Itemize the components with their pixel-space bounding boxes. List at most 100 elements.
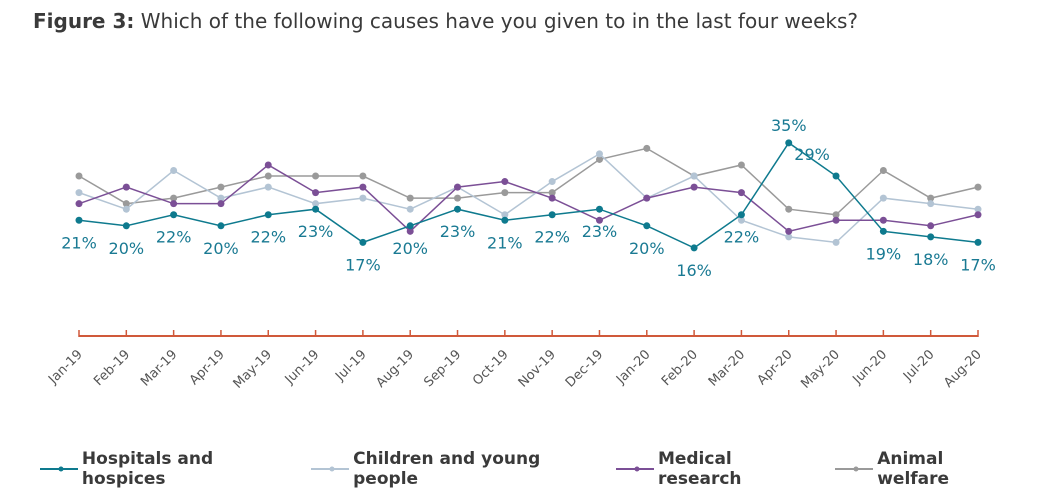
- x-tick-label: Apr-20: [755, 347, 796, 388]
- data-label: 29%: [794, 145, 830, 164]
- x-tick-label: Jan-19: [45, 347, 86, 388]
- data-point: [312, 200, 320, 208]
- x-tick-label: May-19: [231, 347, 275, 391]
- data-point: [879, 194, 887, 202]
- data-point: [122, 183, 130, 191]
- data-point: [359, 172, 367, 180]
- data-point: [312, 172, 320, 180]
- legend-label: Hospitals and hospices: [81, 449, 214, 489]
- legend-item-animal[interactable]: Animal welfare: [835, 449, 1007, 489]
- data-point: [690, 172, 698, 180]
- data-point: [785, 139, 793, 147]
- data-point: [75, 216, 83, 224]
- data-point: [832, 216, 840, 224]
- data-point: [832, 172, 840, 180]
- data-point: [974, 211, 982, 219]
- data-point: [122, 200, 130, 208]
- legend-marker-children: [311, 466, 350, 472]
- data-point: [501, 211, 509, 219]
- data-point: [879, 167, 887, 174]
- line-chart: Jan-19 Feb-19 Mar-19 Apr-19 May-19 Jun-19 Jul-…: [45, 116, 996, 392]
- data-label: 35%: [771, 116, 807, 135]
- legend-item-hospitals[interactable]: Hospitals and hospices: [40, 449, 281, 489]
- data-point: [217, 183, 225, 191]
- x-tick-label: Aug-19: [373, 347, 417, 391]
- data-point: [927, 233, 935, 241]
- series-line-hospitals-and-hospices: [78, 141, 979, 249]
- data-point: [406, 194, 414, 202]
- x-tick-label: Feb-19: [91, 347, 133, 389]
- data-label: 18%: [913, 250, 949, 269]
- data-point: [217, 200, 225, 208]
- data-point: [264, 172, 272, 180]
- x-tick-label: Jul-19: [332, 347, 369, 384]
- legend-item-children[interactable]: Children and young people: [311, 449, 586, 489]
- data-point: [595, 155, 603, 163]
- data-point: [927, 194, 935, 202]
- data-point: [690, 183, 698, 191]
- series-line-medical-research: [78, 164, 979, 233]
- x-tick-label: Sep-19: [421, 347, 464, 390]
- data-point: [643, 222, 651, 230]
- data-point: [170, 167, 178, 174]
- data-point: [359, 183, 367, 191]
- legend-label: Children and young people: [353, 449, 541, 489]
- data-label: 22%: [534, 228, 570, 247]
- data-label: 23%: [582, 222, 618, 241]
- x-tick-label: Oct-19: [470, 347, 512, 389]
- data-label: 21%: [487, 233, 523, 252]
- data-point: [170, 200, 178, 208]
- data-point: [122, 205, 130, 213]
- data-point: [170, 211, 178, 219]
- x-tick-label: May-20: [798, 347, 842, 391]
- data-point: [927, 200, 935, 208]
- data-label: 20%: [392, 239, 428, 258]
- data-point: [879, 227, 887, 235]
- x-tick-label: Aug-20: [941, 347, 985, 391]
- data-point: [974, 238, 982, 246]
- legend-marker-medical: [616, 466, 654, 472]
- x-tick-label: Mar-20: [706, 347, 748, 389]
- data-point: [264, 211, 272, 219]
- data-point: [501, 189, 509, 197]
- x-tick-label: Dec-19: [563, 347, 606, 390]
- data-point: [879, 216, 887, 224]
- chart-title: Figure 3: Which of the following causes …: [33, 9, 858, 33]
- data-point: [737, 161, 745, 169]
- series-line-children-and-young-people: [78, 152, 979, 244]
- x-tick-label: Jan-20: [613, 347, 654, 388]
- data-point: [785, 205, 793, 213]
- data-label: 23%: [298, 222, 334, 241]
- data-point: [927, 222, 935, 230]
- data-point: [75, 189, 83, 197]
- data-point: [75, 172, 83, 180]
- data-point: [974, 183, 982, 191]
- data-point: [643, 194, 651, 202]
- x-tick-label: Jul-20: [900, 347, 937, 384]
- data-point: [974, 205, 982, 213]
- legend-item-medical[interactable]: Medical research: [616, 449, 805, 489]
- data-point: [501, 178, 509, 186]
- x-tick-label: Apr-19: [187, 347, 228, 388]
- x-tick-label: Jun-20: [850, 347, 891, 388]
- data-label: 17%: [960, 255, 996, 274]
- data-point: [454, 205, 462, 213]
- legend-marker-hospitals: [40, 466, 78, 472]
- legend-label: Medical research: [657, 449, 742, 489]
- data-point: [501, 216, 509, 224]
- figure-number: Figure 3:: [33, 9, 135, 33]
- data-point: [406, 227, 414, 235]
- data-point: [832, 211, 840, 219]
- data-point: [548, 178, 556, 186]
- legend: Hospitals and hospices Children and youn…: [40, 449, 1037, 489]
- data-point: [785, 227, 793, 235]
- data-point: [548, 194, 556, 202]
- data-label: 17%: [345, 255, 381, 274]
- data-point: [595, 150, 603, 158]
- data-label: 20%: [109, 239, 145, 258]
- data-point: [122, 222, 130, 230]
- data-point: [595, 205, 603, 213]
- data-point: [264, 161, 272, 169]
- data-point: [548, 189, 556, 197]
- x-tick-label: Mar-19: [138, 347, 180, 389]
